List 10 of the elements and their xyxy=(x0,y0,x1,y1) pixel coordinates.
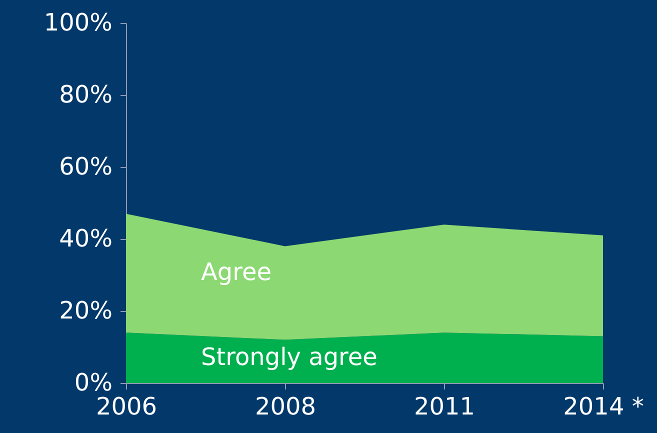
y-tick-label: 80% xyxy=(59,80,112,108)
x-tick-label: 2011 xyxy=(414,392,476,420)
y-tick-label: 20% xyxy=(59,296,112,324)
series-label: Agree xyxy=(201,258,272,286)
y-tick-label: 100% xyxy=(44,8,112,36)
y-tick-label: 60% xyxy=(59,152,112,180)
x-tick-label: 2008 xyxy=(254,392,316,420)
x-tick-label: 2014 * xyxy=(563,392,644,420)
series-label: Strongly agree xyxy=(201,342,378,371)
y-tick-label: 40% xyxy=(59,224,112,252)
